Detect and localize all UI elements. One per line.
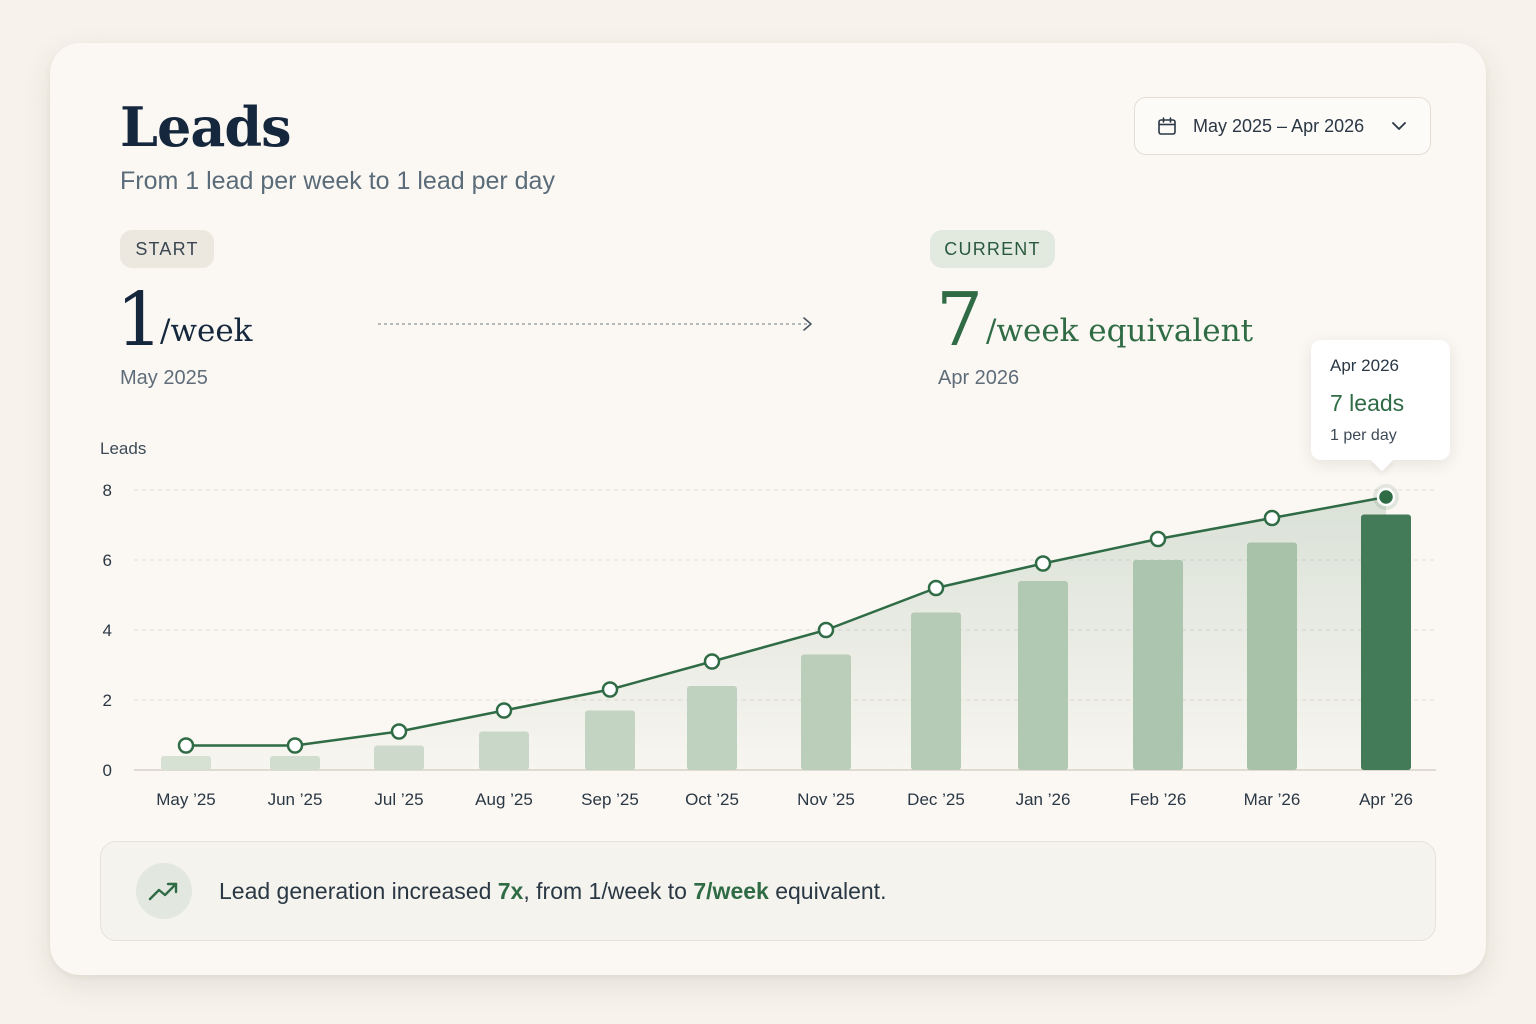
point bbox=[177, 737, 195, 754]
chevron-down-icon bbox=[1392, 122, 1406, 130]
start-date: May 2025 bbox=[120, 367, 208, 389]
point bbox=[703, 653, 721, 670]
trend-line bbox=[186, 495, 1387, 747]
tooltip-subvalue: 1 per day bbox=[1330, 427, 1397, 444]
leads-card: Leads From 1 lead per week to 1 lead per… bbox=[50, 43, 1486, 975]
bar bbox=[479, 731, 529, 770]
calendar-icon bbox=[1158, 117, 1176, 135]
bar-highlighted bbox=[1361, 514, 1411, 770]
summary-text-part: Lead generation increased bbox=[219, 877, 498, 904]
leads-chart: 0 2 4 6 8 Leads May ’25 Jun ’25 Jul ’25 Aug ’25 Se… bbox=[100, 439, 1436, 809]
x-tick-label: May ’25 bbox=[156, 790, 216, 809]
trending-up-icon bbox=[136, 863, 192, 919]
summary-text: Lead generation increased 7x, from 1/wee… bbox=[219, 878, 886, 905]
x-tick-label: Jun ’25 bbox=[268, 790, 323, 809]
arrow-right-icon bbox=[378, 317, 812, 331]
page-subtitle: From 1 lead per week to 1 lead per day bbox=[120, 167, 555, 195]
current-badge: CURRENT bbox=[930, 230, 1055, 268]
bar bbox=[687, 686, 737, 770]
point bbox=[601, 681, 619, 698]
line-area bbox=[186, 497, 1386, 770]
date-range-label: May 2025 – Apr 2026 bbox=[1193, 115, 1365, 136]
x-tick-label: Nov ’25 bbox=[797, 790, 855, 809]
summary-current-rate: 7/week bbox=[693, 877, 769, 904]
y-tick-label: 8 bbox=[103, 481, 112, 500]
summary-text-part: equivalent. bbox=[768, 877, 887, 904]
chart-tooltip: Apr 2026 7 leads 1 per day bbox=[1311, 340, 1450, 460]
y-tick-label: 2 bbox=[103, 691, 112, 710]
bar bbox=[1247, 542, 1297, 770]
current-value: 7 bbox=[936, 277, 984, 363]
point bbox=[495, 702, 513, 719]
x-tick-label: Jan ’26 bbox=[1016, 790, 1071, 809]
point bbox=[1034, 555, 1052, 572]
bar bbox=[270, 756, 320, 770]
tooltip-month: Apr 2026 bbox=[1330, 356, 1399, 375]
page-title: Leads bbox=[120, 95, 291, 159]
point-highlighted bbox=[1376, 487, 1396, 507]
y-axis-label: Leads bbox=[100, 439, 146, 458]
x-tick-label: Aug ’25 bbox=[475, 790, 533, 809]
summary-text-part: , from 1/week to bbox=[523, 877, 694, 904]
bar bbox=[585, 710, 635, 770]
x-tick-label: Oct ’25 bbox=[685, 790, 739, 809]
tooltip-value: 7 leads bbox=[1330, 390, 1405, 416]
bar bbox=[1133, 560, 1183, 770]
bar bbox=[801, 654, 851, 770]
x-tick-label: Mar ’26 bbox=[1244, 790, 1301, 809]
y-tick-label: 4 bbox=[103, 621, 112, 640]
start-value: 1 bbox=[116, 277, 164, 363]
date-range-select[interactable]: May 2025 – Apr 2026 bbox=[1134, 97, 1431, 155]
point bbox=[817, 621, 835, 639]
x-tick-label: Dec ’25 bbox=[907, 790, 965, 809]
current-date: Apr 2026 bbox=[938, 367, 1020, 389]
start-unit: /week bbox=[160, 313, 253, 349]
x-tick-label: Jul ’25 bbox=[374, 790, 423, 809]
point bbox=[927, 579, 945, 597]
x-tick-label: Apr ’26 bbox=[1359, 790, 1413, 809]
point bbox=[286, 737, 304, 754]
x-tick-label: Feb ’26 bbox=[1130, 790, 1187, 809]
bar bbox=[374, 745, 424, 770]
point bbox=[1263, 509, 1281, 527]
point bbox=[390, 723, 408, 740]
point bbox=[1149, 530, 1167, 548]
y-tick-label: 0 bbox=[103, 761, 112, 780]
bar bbox=[911, 612, 961, 770]
summary-multiplier: 7x bbox=[497, 877, 524, 904]
x-tick-label: Sep ’25 bbox=[581, 790, 639, 809]
start-badge: START bbox=[120, 230, 214, 268]
current-unit: /week equivalent bbox=[986, 313, 1254, 349]
bar bbox=[1018, 581, 1068, 770]
bar bbox=[161, 756, 211, 770]
y-tick-label: 6 bbox=[103, 551, 112, 570]
summary-banner: Lead generation increased 7x, from 1/wee… bbox=[100, 841, 1436, 941]
